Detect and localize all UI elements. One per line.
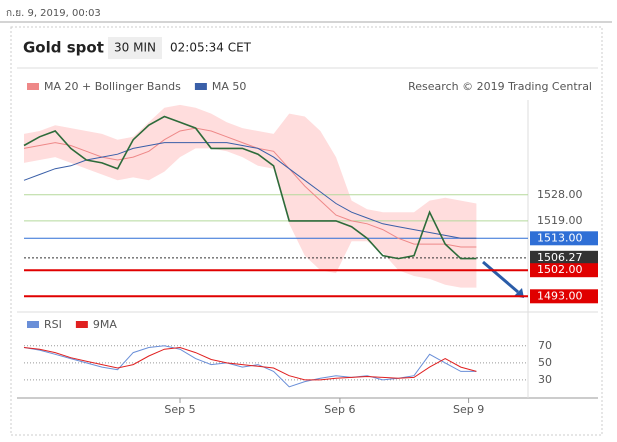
level-label: 1528.00 (537, 188, 583, 201)
level-box (530, 289, 598, 304)
series-line (23, 142, 477, 239)
legend-swatch (194, 83, 207, 90)
level-label: 1502.00 (537, 263, 583, 276)
rsi-tick-label: 50 (538, 356, 552, 369)
bollinger-band (24, 104, 477, 288)
legend-swatch (75, 321, 88, 328)
interval-box (108, 37, 162, 59)
legend-label: 9MA (93, 318, 117, 331)
interval: 30 MIN (114, 41, 156, 55)
rsi-tick-label: 30 (538, 373, 552, 386)
legend-swatch (27, 321, 39, 328)
timestamp: ก.ย. 9, 2019, 00:03 (6, 8, 101, 19)
x-tick-label: Sep 9 (453, 403, 484, 416)
level-box (530, 231, 598, 246)
series-line (23, 115, 477, 260)
legend-label: MA 20 + Bollinger Bands (44, 80, 181, 93)
x-tick-label: Sep 5 (164, 403, 195, 416)
card (10, 26, 603, 436)
level-box (530, 263, 598, 278)
arrow (482, 260, 519, 294)
level-label: 1519.00 (537, 214, 583, 227)
legend-label: MA 50 (212, 80, 247, 93)
rsi-line (23, 346, 477, 381)
series-line (23, 127, 477, 248)
level-label: 1493.00 (537, 289, 583, 302)
credit: Research © 2019 Trading Central (408, 80, 592, 93)
level-label: 1506.27 (537, 251, 583, 264)
x-tick-label: Sep 6 (324, 403, 355, 416)
time: 02:05:34 CET (170, 41, 252, 55)
rsi-tick-label: 70 (538, 339, 552, 352)
legend-label: RSI (44, 318, 62, 331)
level-box (530, 250, 598, 265)
level-label: 1513.00 (537, 231, 583, 244)
legend-swatch (27, 83, 39, 90)
instrument: Gold spot (23, 39, 104, 57)
